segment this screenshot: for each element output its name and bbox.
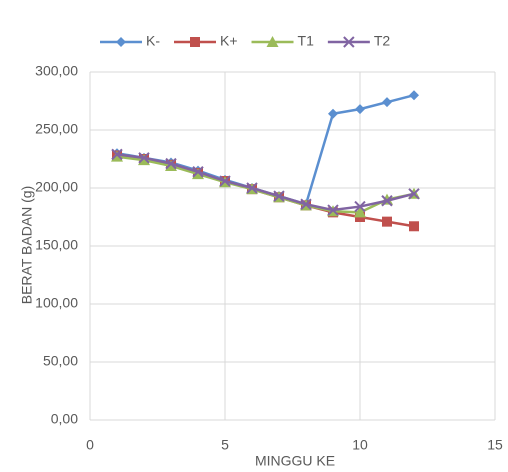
legend-item: K+ — [174, 33, 238, 49]
y-tick-label: 250,00 — [35, 121, 78, 137]
x-tick-label: 0 — [86, 437, 94, 453]
marker — [382, 97, 392, 107]
marker — [328, 109, 338, 119]
legend-label: K- — [146, 33, 160, 49]
series-line — [117, 154, 414, 210]
y-tick-label: 0,00 — [51, 411, 78, 427]
y-tick-label: 50,00 — [43, 353, 78, 369]
marker — [355, 104, 365, 114]
x-tick-label: 15 — [487, 437, 503, 453]
y-tick-label: 200,00 — [35, 179, 78, 195]
legend-item: K- — [100, 33, 160, 49]
legend-item: T2 — [328, 33, 391, 49]
legend-label: T1 — [298, 33, 315, 49]
marker — [190, 37, 200, 47]
legend-label: K+ — [220, 33, 238, 49]
marker — [382, 217, 392, 227]
y-tick-label: 300,00 — [35, 63, 78, 79]
y-axis-title: BERAT BADAN (g) — [19, 186, 35, 305]
legend-item: T1 — [252, 33, 315, 49]
marker — [116, 37, 126, 47]
x-axis-title: MINGGU KE — [255, 453, 335, 469]
x-tick-label: 10 — [352, 437, 368, 453]
marker — [409, 221, 419, 231]
chart: BERAT BADAN (g) MINGGU KE 0,00 50,00 100,0… — [0, 0, 508, 472]
x-tick-label: 5 — [221, 437, 229, 453]
y-tick-label: 100,00 — [35, 295, 78, 311]
y-tick-label: 150,00 — [35, 237, 78, 253]
marker — [409, 90, 419, 100]
legend-label: T2 — [374, 33, 391, 49]
